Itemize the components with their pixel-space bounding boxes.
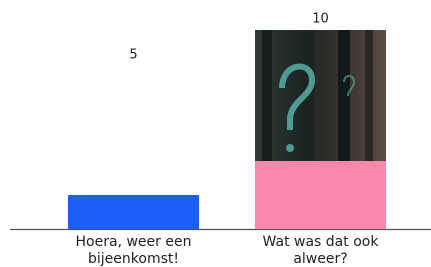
value-label: 5 (129, 48, 137, 63)
option-label: Wat was dat ook alweer? (241, 234, 401, 267)
bar (255, 161, 386, 229)
value-label: 10 (312, 12, 329, 27)
option-image (255, 30, 386, 161)
bar (68, 195, 199, 229)
option-label: Hoera, weer een bijeenkomst! (54, 234, 214, 267)
chart: 5 10 (0, 0, 431, 267)
poll-results: 5 10 Hoera, weer een bijeenkomst! Wat was … (0, 0, 431, 267)
